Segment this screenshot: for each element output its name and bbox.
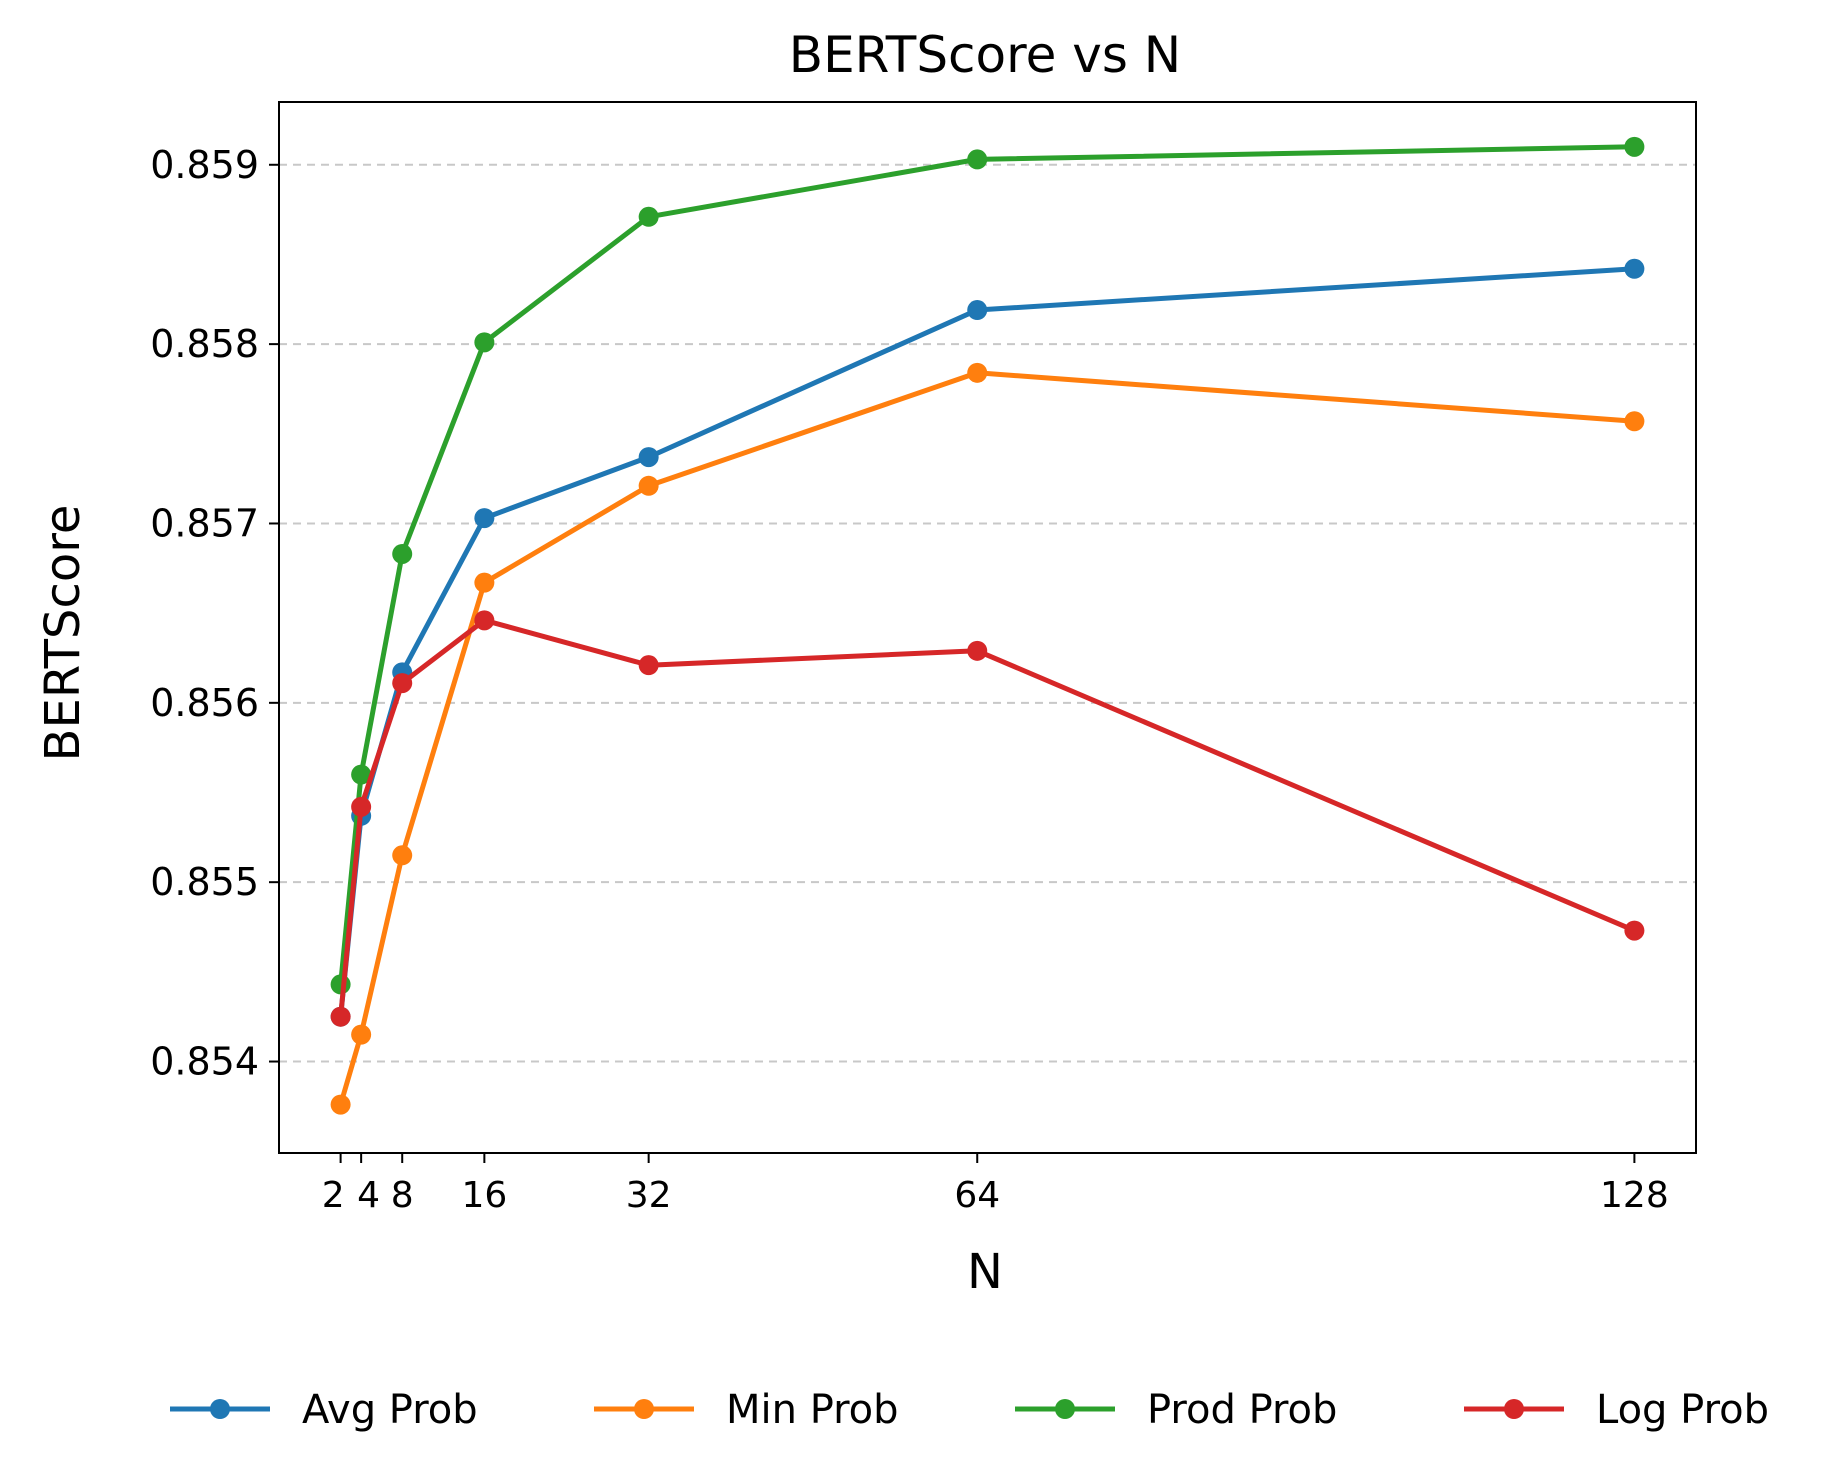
y-tick-label: 0.856 (150, 681, 259, 725)
data-point (330, 1006, 351, 1027)
x-tick-label: 16 (461, 1175, 507, 1216)
data-point (392, 845, 413, 866)
legend-label: Min Prob (726, 1387, 899, 1433)
y-axis: 0.854 0.855 0.856 0.857 0.858 0.859 (150, 143, 279, 1084)
data-point (638, 206, 659, 227)
y-tick-label: 0.855 (150, 860, 259, 904)
x-tick-label: 8 (391, 1175, 414, 1216)
data-point (392, 543, 413, 564)
data-point (474, 572, 495, 593)
x-tick-label: 4 (357, 1175, 380, 1216)
data-point (1624, 411, 1645, 432)
legend-item: Min Prob (594, 1387, 899, 1433)
series-layer (330, 136, 1645, 1115)
series-line (338, 266, 1635, 1017)
data-point (1624, 920, 1645, 941)
data-point (638, 447, 659, 468)
y-tick-label: 0.857 (150, 501, 259, 545)
series-prod-prob (330, 136, 1645, 995)
x-axis-title: N (967, 1244, 1003, 1300)
legend-swatch-marker (210, 1399, 230, 1419)
legend: Avg Prob Min Prob Prod Prob Log Prob (170, 1387, 1769, 1433)
data-point (351, 764, 372, 785)
series-line (338, 617, 1636, 1017)
data-point (967, 362, 988, 383)
x-axis: 2 4 8 16 32 64 128 (322, 1153, 1669, 1216)
data-point (1624, 136, 1645, 157)
data-point (330, 1094, 351, 1115)
data-point (638, 475, 659, 496)
x-tick-label: 32 (626, 1175, 672, 1216)
data-point (474, 508, 495, 529)
legend-label: Avg Prob (302, 1387, 478, 1433)
legend-swatch-marker (1055, 1399, 1075, 1419)
data-point (967, 149, 988, 170)
data-point (638, 655, 659, 676)
legend-label: Prod Prob (1147, 1387, 1337, 1433)
series-log-prob (330, 610, 1645, 1027)
legend-swatch-marker (1504, 1399, 1524, 1419)
y-tick-label: 0.858 (150, 322, 259, 366)
chart-title: BERTScore vs N (789, 26, 1181, 84)
series-line (338, 370, 1635, 1106)
x-tick-label: 64 (954, 1175, 1000, 1216)
data-point (351, 1024, 372, 1045)
plot-frame (278, 101, 1697, 1154)
data-point (967, 300, 988, 321)
x-tick-label: 2 (322, 1175, 345, 1216)
y-axis-title: BERTScore (35, 505, 91, 762)
data-point (351, 796, 372, 817)
legend-item: Avg Prob (170, 1387, 478, 1433)
y-tick-label: 0.859 (150, 143, 259, 187)
grid (279, 163, 1696, 1063)
data-point (474, 610, 495, 631)
legend-item: Log Prob (1464, 1387, 1769, 1433)
y-tick-label: 0.854 (150, 1040, 259, 1084)
data-point (1624, 258, 1645, 279)
series-line (338, 144, 1635, 985)
legend-label: Log Prob (1596, 1387, 1769, 1433)
data-point (474, 332, 495, 353)
data-point (392, 673, 413, 694)
series-min-prob (330, 362, 1645, 1115)
legend-swatch-marker (634, 1399, 654, 1419)
x-tick-label: 128 (1600, 1175, 1669, 1216)
legend-item: Prod Prob (1015, 1387, 1337, 1433)
data-point (967, 640, 988, 661)
